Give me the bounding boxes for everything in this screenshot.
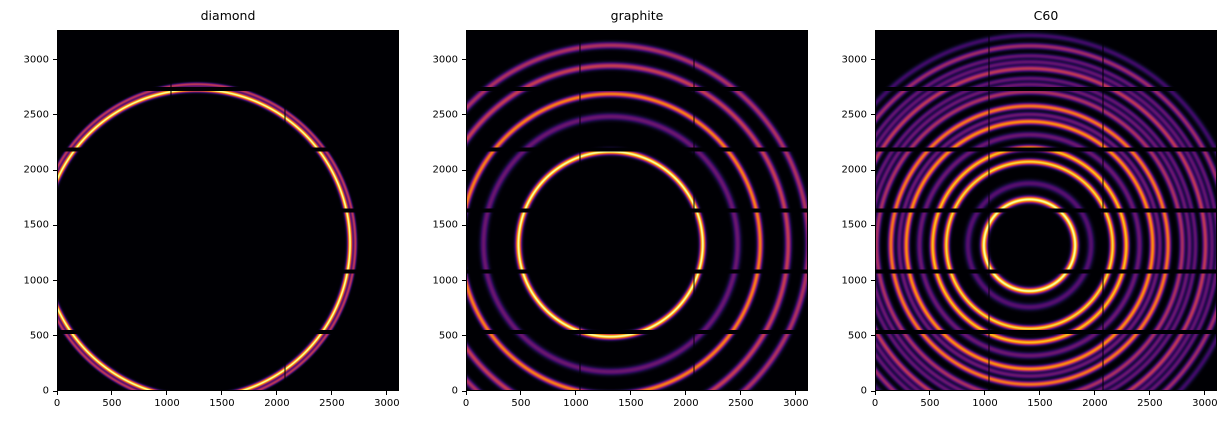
diffraction-image-diamond [57, 30, 399, 391]
x-tick-label: 3000 [374, 398, 400, 409]
x-tick-mark [56, 391, 58, 395]
y-tick-label: 2500 [841, 109, 867, 121]
x-tick-mark [740, 391, 742, 395]
x-tick-mark [630, 391, 632, 395]
x-tick-label: 3000 [783, 398, 809, 409]
x-tick-label: 2000 [264, 398, 290, 409]
x-tick-mark [575, 391, 577, 395]
x-tick-label: 0 [462, 398, 470, 409]
x-tick-label: 2500 [1137, 398, 1163, 409]
y-tick-label: 0 [451, 385, 458, 397]
x-tick-label: 0 [871, 398, 879, 409]
x-tick-mark [929, 391, 931, 395]
y-tick-label: 1000 [841, 275, 867, 287]
y-tick-label: 1500 [841, 219, 867, 231]
y-tick-label: 2500 [23, 109, 49, 121]
x-tick-label: 2500 [728, 398, 754, 409]
x-tick-label: 500 [102, 398, 122, 409]
y-tick-mark [871, 169, 875, 171]
y-tick-mark [871, 335, 875, 337]
diffraction-image-c60 [875, 30, 1217, 391]
y-tick-mark [871, 114, 875, 116]
y-tick-mark [462, 280, 466, 282]
y-tick-label: 1000 [432, 275, 458, 287]
y-tick-label: 1500 [23, 219, 49, 231]
y-tick-label: 3000 [23, 54, 49, 66]
x-tick-mark [221, 391, 223, 395]
x-tick-label: 0 [53, 398, 61, 409]
plot-title: diamond [200, 8, 256, 23]
y-tick-label: 500 [438, 330, 458, 342]
x-tick-label: 2500 [319, 398, 345, 409]
panel-graphite: graphite 0 500 1000 1500 2000 2500 3000 0 500 100… [433, 0, 809, 425]
x-tick-label: 1500 [1027, 398, 1053, 409]
y-tick-label: 500 [847, 330, 867, 342]
y-tick-label: 500 [29, 330, 49, 342]
x-tick-label: 1500 [618, 398, 644, 409]
x-tick-mark [685, 391, 687, 395]
x-tick-mark [1094, 391, 1096, 395]
y-tick-mark [53, 224, 57, 226]
y-tick-label: 0 [42, 385, 49, 397]
x-tick-mark [465, 391, 467, 395]
x-tick-label: 1000 [563, 398, 589, 409]
x-tick-mark [874, 391, 876, 395]
axes-box: 0 500 1000 1500 2000 2500 3000 0 500 1000 1500 2000… [24, 30, 400, 409]
y-tick-mark [53, 335, 57, 337]
y-tick-mark [871, 224, 875, 226]
y-tick-mark [462, 224, 466, 226]
x-tick-label: 3000 [1192, 398, 1218, 409]
plot-title: C60 [1033, 8, 1059, 23]
y-tick-label: 3000 [841, 54, 867, 66]
x-tick-label: 2000 [673, 398, 699, 409]
x-tick-mark [1204, 391, 1206, 395]
y-tick-mark [53, 169, 57, 171]
y-tick-mark [53, 390, 57, 392]
x-tick-mark [520, 391, 522, 395]
y-tick-label: 2500 [432, 109, 458, 121]
plot-title: graphite [610, 8, 664, 23]
y-tick-mark [462, 335, 466, 337]
diffraction-image-graphite [466, 30, 808, 391]
y-tick-label: 1500 [432, 219, 458, 231]
y-tick-label: 0 [860, 385, 867, 397]
axes-box: 0 500 1000 1500 2000 2500 3000 0 500 1000 1500 2000… [433, 30, 809, 409]
x-tick-mark [1149, 391, 1151, 395]
x-tick-mark [984, 391, 986, 395]
x-tick-mark [795, 391, 797, 395]
y-tick-label: 3000 [432, 54, 458, 66]
y-tick-mark [871, 59, 875, 61]
y-tick-label: 2000 [23, 164, 49, 176]
x-tick-mark [1039, 391, 1041, 395]
panel-c60: C60 0 500 1000 1500 2000 2500 3000 0 500 1000 1500… [842, 0, 1218, 425]
panel-diamond: diamond 0 500 1000 1500 2000 2500 3000 0 500 1000… [24, 0, 400, 425]
x-tick-label: 1000 [972, 398, 998, 409]
y-tick-mark [462, 59, 466, 61]
x-tick-mark [111, 391, 113, 395]
axes-box: 0 500 1000 1500 2000 2500 3000 0 500 1000 1500 2000… [842, 30, 1218, 409]
y-tick-label: 2000 [841, 164, 867, 176]
y-tick-mark [462, 390, 466, 392]
y-tick-mark [53, 114, 57, 116]
y-tick-mark [871, 390, 875, 392]
y-tick-mark [53, 59, 57, 61]
y-tick-label: 1000 [23, 275, 49, 287]
x-tick-mark [331, 391, 333, 395]
x-tick-label: 500 [511, 398, 531, 409]
x-tick-label: 1500 [209, 398, 235, 409]
x-tick-label: 500 [920, 398, 940, 409]
x-tick-mark [166, 391, 168, 395]
y-tick-mark [462, 169, 466, 171]
y-tick-mark [53, 280, 57, 282]
y-tick-label: 2000 [432, 164, 458, 176]
x-tick-label: 2000 [1082, 398, 1108, 409]
x-tick-mark [386, 391, 388, 395]
x-tick-mark [276, 391, 278, 395]
y-tick-mark [871, 280, 875, 282]
x-tick-label: 1000 [154, 398, 180, 409]
y-tick-mark [462, 114, 466, 116]
